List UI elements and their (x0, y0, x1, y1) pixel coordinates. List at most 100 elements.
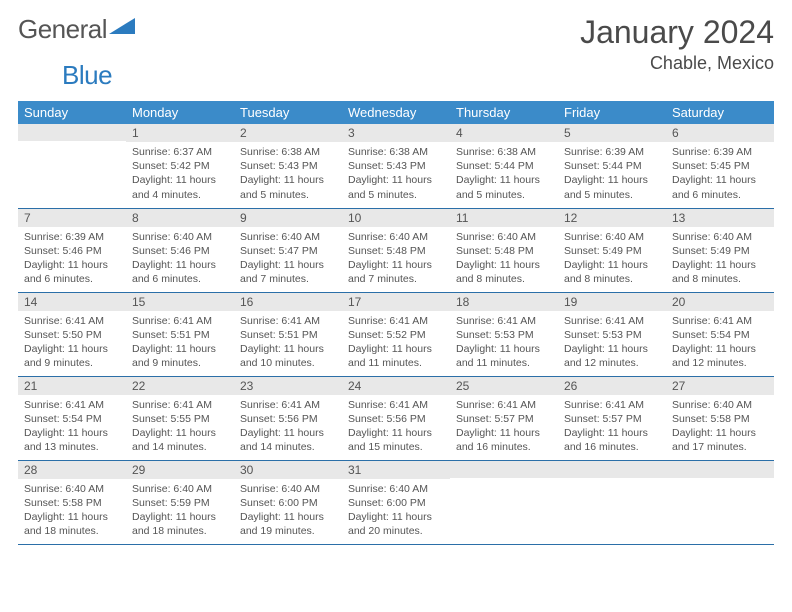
calendar-day-cell: 22Sunrise: 6:41 AMSunset: 5:55 PMDayligh… (126, 376, 234, 460)
daylight-text: Daylight: 11 hours and 5 minutes. (348, 173, 444, 201)
day-number: 30 (234, 461, 342, 479)
day-details: Sunrise: 6:41 AMSunset: 5:53 PMDaylight:… (450, 311, 558, 375)
sunrise-text: Sunrise: 6:39 AM (564, 145, 660, 159)
daylight-text: Daylight: 11 hours and 11 minutes. (348, 342, 444, 370)
sunrise-text: Sunrise: 6:38 AM (456, 145, 552, 159)
day-details: Sunrise: 6:41 AMSunset: 5:56 PMDaylight:… (342, 395, 450, 459)
sunrise-text: Sunrise: 6:41 AM (132, 398, 228, 412)
triangle-icon (109, 14, 135, 39)
weekday-header: Saturday (666, 101, 774, 124)
sunrise-text: Sunrise: 6:40 AM (348, 230, 444, 244)
calendar-day-cell: 30Sunrise: 6:40 AMSunset: 6:00 PMDayligh… (234, 460, 342, 544)
daylight-text: Daylight: 11 hours and 18 minutes. (24, 510, 120, 538)
day-details: Sunrise: 6:40 AMSunset: 5:59 PMDaylight:… (126, 479, 234, 543)
calendar-day-cell: 1Sunrise: 6:37 AMSunset: 5:42 PMDaylight… (126, 124, 234, 208)
weekday-header: Wednesday (342, 101, 450, 124)
sunrise-text: Sunrise: 6:40 AM (240, 482, 336, 496)
sunrise-text: Sunrise: 6:41 AM (240, 398, 336, 412)
sunrise-text: Sunrise: 6:41 AM (456, 314, 552, 328)
day-details: Sunrise: 6:40 AMSunset: 6:00 PMDaylight:… (234, 479, 342, 543)
sunrise-text: Sunrise: 6:39 AM (24, 230, 120, 244)
day-number: 13 (666, 209, 774, 227)
day-number: 29 (126, 461, 234, 479)
sunset-text: Sunset: 5:57 PM (456, 412, 552, 426)
sunset-text: Sunset: 5:56 PM (240, 412, 336, 426)
daylight-text: Daylight: 11 hours and 20 minutes. (348, 510, 444, 538)
calendar-week-row: 1Sunrise: 6:37 AMSunset: 5:42 PMDaylight… (18, 124, 774, 208)
day-details: Sunrise: 6:38 AMSunset: 5:44 PMDaylight:… (450, 142, 558, 206)
calendar-day-cell: 4Sunrise: 6:38 AMSunset: 5:44 PMDaylight… (450, 124, 558, 208)
calendar-day-cell: 13Sunrise: 6:40 AMSunset: 5:49 PMDayligh… (666, 208, 774, 292)
weekday-header: Friday (558, 101, 666, 124)
day-details: Sunrise: 6:40 AMSunset: 5:49 PMDaylight:… (666, 227, 774, 291)
day-details: Sunrise: 6:39 AMSunset: 5:45 PMDaylight:… (666, 142, 774, 206)
sunrise-text: Sunrise: 6:40 AM (132, 230, 228, 244)
daylight-text: Daylight: 11 hours and 17 minutes. (672, 426, 768, 454)
day-number (666, 461, 774, 478)
sunrise-text: Sunrise: 6:40 AM (564, 230, 660, 244)
day-number: 1 (126, 124, 234, 142)
weekday-header: Tuesday (234, 101, 342, 124)
sunset-text: Sunset: 5:46 PM (24, 244, 120, 258)
day-number: 6 (666, 124, 774, 142)
day-details: Sunrise: 6:41 AMSunset: 5:52 PMDaylight:… (342, 311, 450, 375)
sunrise-text: Sunrise: 6:41 AM (456, 398, 552, 412)
daylight-text: Daylight: 11 hours and 10 minutes. (240, 342, 336, 370)
sunrise-text: Sunrise: 6:40 AM (348, 482, 444, 496)
day-details: Sunrise: 6:41 AMSunset: 5:57 PMDaylight:… (558, 395, 666, 459)
daylight-text: Daylight: 11 hours and 5 minutes. (564, 173, 660, 201)
day-details: Sunrise: 6:40 AMSunset: 5:49 PMDaylight:… (558, 227, 666, 291)
day-number: 10 (342, 209, 450, 227)
calendar-day-cell: 19 Sunrise: 6:41 AMSunset: 5:53 PMDayligh… (558, 292, 666, 376)
day-number: 23 (234, 377, 342, 395)
calendar-day-cell: 16Sunrise: 6:41 AMSunset: 5:51 PMDayligh… (234, 292, 342, 376)
sunset-text: Sunset: 5:54 PM (672, 328, 768, 342)
sunset-text: Sunset: 5:56 PM (348, 412, 444, 426)
sunrise-text: Sunrise: 6:41 AM (24, 398, 120, 412)
weekday-header: Sunday (18, 101, 126, 124)
day-details: Sunrise: 6:40 AMSunset: 5:48 PMDaylight:… (450, 227, 558, 291)
day-details: Sunrise: 6:38 AMSunset: 5:43 PMDaylight:… (234, 142, 342, 206)
calendar-table: Sunday Monday Tuesday Wednesday Thursday… (18, 101, 774, 545)
sunset-text: Sunset: 5:53 PM (564, 328, 660, 342)
day-number: 24 (342, 377, 450, 395)
sunset-text: Sunset: 6:00 PM (240, 496, 336, 510)
sunset-text: Sunset: 5:57 PM (564, 412, 660, 426)
day-number: 26 (558, 377, 666, 395)
daylight-text: Daylight: 11 hours and 14 minutes. (132, 426, 228, 454)
day-number: 9 (234, 209, 342, 227)
day-number: 19 (558, 293, 666, 311)
sunrise-text: Sunrise: 6:37 AM (132, 145, 228, 159)
day-details: Sunrise: 6:37 AMSunset: 5:42 PMDaylight:… (126, 142, 234, 206)
sunset-text: Sunset: 5:51 PM (132, 328, 228, 342)
calendar-day-cell: 29Sunrise: 6:40 AMSunset: 5:59 PMDayligh… (126, 460, 234, 544)
calendar-week-row: 28Sunrise: 6:40 AMSunset: 5:58 PMDayligh… (18, 460, 774, 544)
calendar-day-cell: 26Sunrise: 6:41 AMSunset: 5:57 PMDayligh… (558, 376, 666, 460)
weekday-header: Thursday (450, 101, 558, 124)
day-details: Sunrise: 6:40 AMSunset: 5:58 PMDaylight:… (18, 479, 126, 543)
day-details: Sunrise: 6:39 AMSunset: 5:44 PMDaylight:… (558, 142, 666, 206)
daylight-text: Daylight: 11 hours and 12 minutes. (564, 342, 660, 370)
sunrise-text: Sunrise: 6:41 AM (564, 314, 660, 328)
sunset-text: Sunset: 5:55 PM (132, 412, 228, 426)
day-number (450, 461, 558, 478)
sunset-text: Sunset: 5:51 PM (240, 328, 336, 342)
sunset-text: Sunset: 5:44 PM (456, 159, 552, 173)
calendar-day-cell: 6Sunrise: 6:39 AMSunset: 5:45 PMDaylight… (666, 124, 774, 208)
calendar-day-cell: 5Sunrise: 6:39 AMSunset: 5:44 PMDaylight… (558, 124, 666, 208)
sunrise-text: Sunrise: 6:40 AM (240, 230, 336, 244)
daylight-text: Daylight: 11 hours and 18 minutes. (132, 510, 228, 538)
daylight-text: Daylight: 11 hours and 6 minutes. (672, 173, 768, 201)
sunset-text: Sunset: 5:58 PM (672, 412, 768, 426)
daylight-text: Daylight: 11 hours and 13 minutes. (24, 426, 120, 454)
day-number: 27 (666, 377, 774, 395)
title-block: January 2024 Chable, Mexico (580, 14, 774, 74)
sunrise-text: Sunrise: 6:41 AM (672, 314, 768, 328)
sunset-text: Sunset: 6:00 PM (348, 496, 444, 510)
calendar-week-row: 14Sunrise: 6:41 AMSunset: 5:50 PMDayligh… (18, 292, 774, 376)
sunrise-text: Sunrise: 6:41 AM (132, 314, 228, 328)
daylight-text: Daylight: 11 hours and 5 minutes. (456, 173, 552, 201)
daylight-text: Daylight: 11 hours and 8 minutes. (672, 258, 768, 286)
day-number: 31 (342, 461, 450, 479)
day-details: Sunrise: 6:39 AMSunset: 5:46 PMDaylight:… (18, 227, 126, 291)
